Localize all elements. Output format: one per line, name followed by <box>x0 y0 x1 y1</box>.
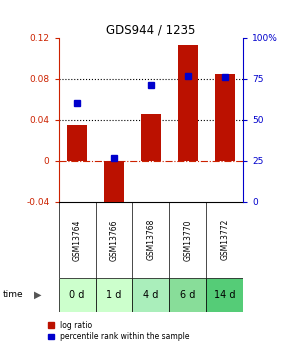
Text: GSM13764: GSM13764 <box>73 219 81 260</box>
Text: GSM13766: GSM13766 <box>110 219 118 260</box>
Text: ▶: ▶ <box>34 290 41 300</box>
Text: GSM13768: GSM13768 <box>146 219 155 260</box>
FancyBboxPatch shape <box>206 278 243 312</box>
Bar <box>67 125 87 161</box>
FancyBboxPatch shape <box>169 278 206 312</box>
Text: 1 d: 1 d <box>106 290 122 300</box>
Text: 14 d: 14 d <box>214 290 236 300</box>
Text: time: time <box>3 290 23 299</box>
Legend: log ratio, percentile rank within the sample: log ratio, percentile rank within the sa… <box>48 321 190 341</box>
Text: GSM13772: GSM13772 <box>220 219 229 260</box>
Bar <box>104 161 124 208</box>
Text: GSM13770: GSM13770 <box>183 219 192 260</box>
Bar <box>178 45 198 161</box>
Text: 0 d: 0 d <box>69 290 85 300</box>
FancyBboxPatch shape <box>96 278 132 312</box>
FancyBboxPatch shape <box>132 278 169 312</box>
Bar <box>141 114 161 161</box>
Title: GDS944 / 1235: GDS944 / 1235 <box>106 24 196 37</box>
Bar <box>214 74 235 161</box>
FancyBboxPatch shape <box>59 278 96 312</box>
Text: 6 d: 6 d <box>180 290 195 300</box>
Text: 4 d: 4 d <box>143 290 159 300</box>
